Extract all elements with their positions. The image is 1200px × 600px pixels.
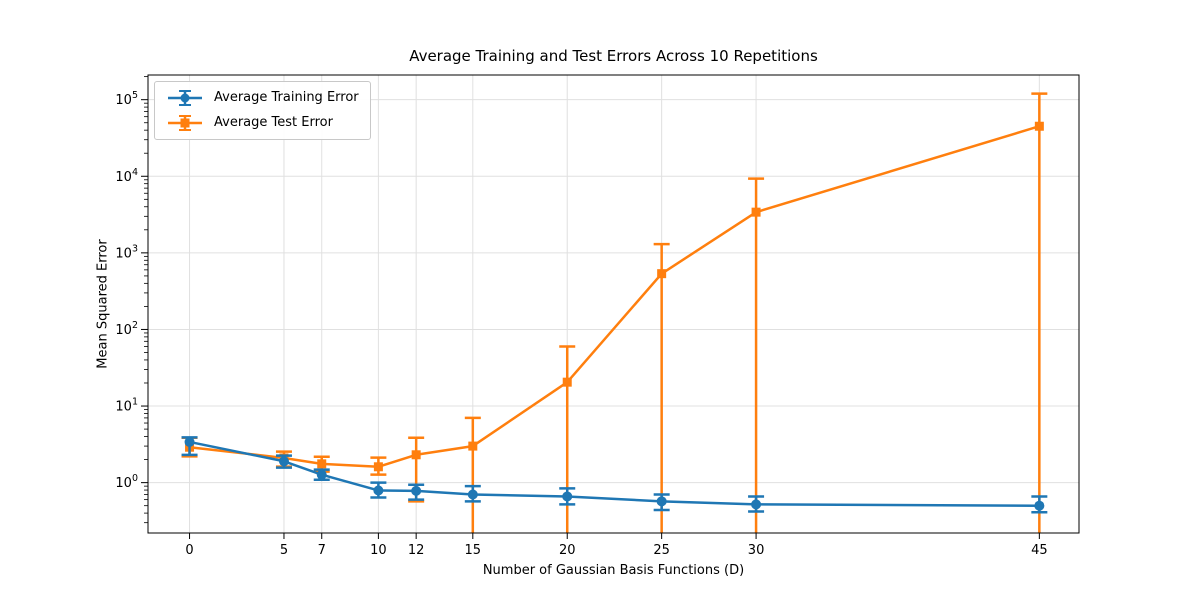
data-point (373, 462, 383, 472)
data-point (373, 485, 384, 496)
data-point (278, 456, 289, 467)
data-point (411, 485, 422, 496)
x-tick-label: 20 (559, 543, 576, 558)
square-marker-icon (168, 115, 202, 131)
data-point (317, 459, 327, 469)
x-tick-label: 45 (1031, 543, 1048, 558)
y-tick-label: 102 (115, 320, 138, 338)
errorbar-marker-icon (166, 89, 204, 107)
data-point (751, 499, 762, 510)
data-point (751, 207, 761, 217)
circle-marker-icon (168, 90, 202, 106)
y-tick-label: 101 (115, 397, 138, 415)
x-axis-label: Number of Gaussian Basis Functions (D) (482, 563, 745, 578)
y-tick-label: 103 (115, 243, 138, 261)
legend-label-test: Average Test Error (214, 115, 333, 130)
errorbar-marker-icon (166, 114, 204, 132)
data-point (468, 441, 478, 451)
legend-item-test: Average Test Error (166, 114, 359, 132)
data-point (1034, 121, 1044, 131)
data-point (656, 496, 667, 507)
legend-item-training: Average Training Error (166, 89, 359, 107)
x-tick-label: 5 (280, 543, 288, 558)
data-point (1034, 500, 1045, 511)
data-point (411, 450, 421, 460)
data-point (562, 377, 572, 387)
data-point (562, 491, 573, 502)
legend: Average Training Error Average Test Erro… (154, 81, 371, 140)
y-tick-label: 104 (115, 167, 138, 185)
y-axis-label: Mean Squared Error (95, 239, 111, 369)
data-point (467, 489, 478, 500)
series-line (188, 440, 1041, 507)
chart-title: Average Training and Test Errors Across … (409, 47, 818, 65)
axes-frame (147, 74, 1080, 534)
x-tick-label: 15 (465, 543, 482, 558)
x-tick-label: 0 (185, 543, 193, 558)
y-tick-label: 105 (115, 90, 138, 108)
x-tick-label: 25 (653, 543, 670, 558)
series-line (188, 124, 1041, 469)
data-point (184, 436, 195, 447)
x-tick-label: 10 (370, 543, 387, 558)
data-point (316, 469, 327, 480)
x-tick-label: 12 (408, 543, 425, 558)
y-tick-label: 100 (115, 473, 138, 491)
x-tick-label: 30 (748, 543, 765, 558)
data-point (657, 269, 667, 279)
series-test (181, 92, 1048, 533)
x-tick-label: 7 (318, 543, 326, 558)
legend-label-training: Average Training Error (214, 90, 359, 105)
series-training (181, 436, 1048, 514)
